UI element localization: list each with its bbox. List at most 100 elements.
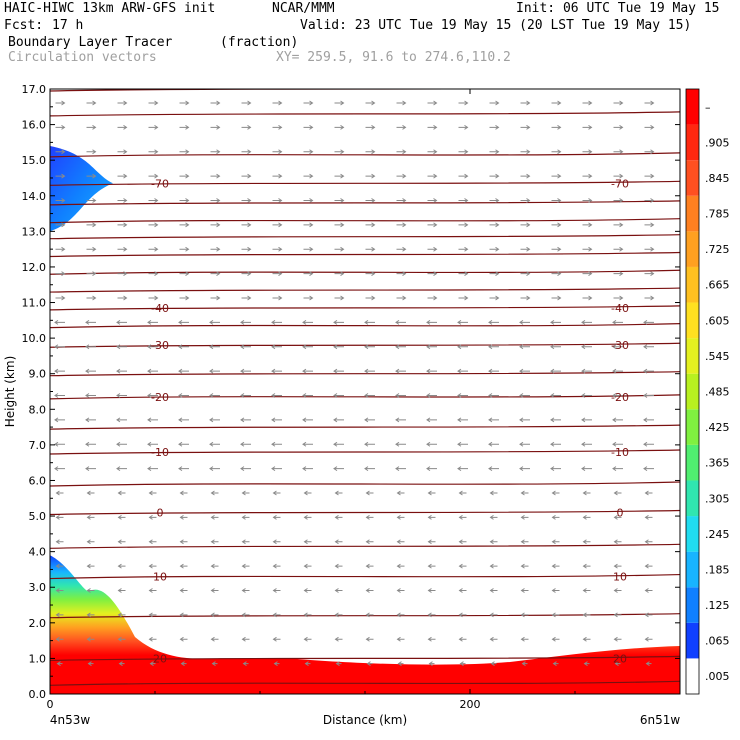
circulation-vector	[241, 246, 252, 252]
y-tick-label: 8.0	[29, 403, 47, 416]
circulation-vector	[458, 539, 467, 545]
circulation-vector	[209, 417, 220, 423]
circulation-vector	[303, 149, 314, 155]
circulation-vector	[334, 636, 343, 642]
circulation-vector	[396, 173, 407, 179]
circulation-vector	[644, 222, 655, 228]
circulation-vector	[489, 514, 498, 520]
circulation-vector	[303, 271, 314, 277]
circulation-vector	[364, 344, 375, 350]
circulation-vector	[117, 198, 128, 203]
circulation-vector	[147, 441, 158, 447]
y-tick-label: 10.0	[22, 332, 47, 345]
circulation-vector	[116, 417, 127, 423]
circulation-vector	[179, 612, 188, 618]
colorbar-label: .545	[705, 350, 730, 363]
y-tick-label: 14.0	[22, 190, 47, 203]
circulation-vector	[210, 198, 221, 203]
circulation-vector	[272, 100, 283, 106]
y-tick-label: 1.0	[29, 652, 47, 665]
circulation-vector	[643, 466, 654, 472]
colorbar-label: .485	[705, 386, 730, 399]
circulation-vector	[582, 490, 591, 496]
circulation-vector	[303, 246, 314, 252]
colorbar-label: .125	[705, 599, 730, 612]
circulation-vector	[179, 490, 188, 496]
fcst-label: Fcst:	[4, 18, 44, 33]
colorbar-label: .005	[705, 670, 730, 683]
circulation-vector	[241, 149, 252, 155]
circulation-vector	[148, 100, 159, 106]
colorbar-label: .305	[705, 492, 730, 505]
circulation-vector	[366, 661, 373, 667]
circulation-vector	[210, 149, 221, 155]
circulation-vector	[241, 490, 250, 496]
contour-label: -20	[151, 391, 169, 404]
circulation-vector	[148, 295, 159, 301]
colorbar-frame	[685, 88, 700, 695]
colorbar-swatch	[686, 444, 699, 481]
circulation-vector	[458, 636, 467, 642]
circulation-vector	[520, 514, 529, 520]
circulation-vector	[489, 198, 500, 203]
circulation-vector	[117, 295, 128, 301]
circulation-vector	[365, 173, 376, 179]
circulation-vector	[241, 295, 252, 301]
circulation-vector	[209, 319, 220, 325]
colorbar-swatch	[686, 160, 699, 196]
circulation-vector	[241, 612, 250, 618]
circulation-vector	[241, 636, 250, 642]
circulation-vector	[210, 588, 219, 593]
circulation-vector	[116, 441, 127, 447]
y-axis-title: Height (km)	[3, 356, 17, 427]
circulation-vector	[334, 222, 345, 228]
circulation-vector	[55, 612, 64, 618]
upper-plume-tracer	[50, 145, 113, 232]
circulation-vector	[56, 661, 63, 667]
circulation-vector	[551, 173, 562, 179]
circulation-vector	[240, 441, 251, 447]
circulation-vector	[395, 368, 406, 374]
circulation-vector	[364, 393, 375, 398]
temperature-contour	[50, 509, 680, 516]
circulation-vector	[582, 124, 593, 130]
circulation-vector	[210, 295, 221, 301]
circulation-vector	[303, 636, 312, 642]
circulation-vector	[519, 417, 530, 423]
temperature-contour	[50, 234, 680, 240]
circulation-vector	[644, 490, 653, 496]
circulation-vector	[613, 490, 622, 496]
circulation-vector	[117, 271, 128, 277]
circulation-vector	[271, 319, 282, 325]
circulation-vector	[582, 563, 591, 569]
circulation-vector	[179, 514, 188, 520]
circulation-vector	[551, 636, 560, 642]
circulation-vector	[365, 100, 376, 106]
circulation-vector	[458, 198, 469, 203]
circulation-vector	[520, 295, 531, 301]
circulation-vector	[551, 295, 562, 301]
circulation-vector	[364, 466, 375, 472]
circulation-vector	[457, 417, 468, 423]
circulation-vector	[334, 271, 345, 277]
circulation-vector	[489, 100, 500, 106]
circulation-vector	[551, 514, 560, 520]
temperature-contour	[50, 613, 680, 619]
temperature-contour	[50, 323, 680, 329]
circulation-vector	[426, 417, 437, 423]
circulation-vector	[117, 149, 128, 155]
circulation-vector	[613, 563, 622, 569]
circulation-vector	[85, 393, 96, 398]
circulation-vector	[86, 271, 97, 277]
circulation-vector	[271, 393, 282, 398]
circulation-vector	[612, 441, 623, 447]
circulation-vector	[85, 368, 96, 374]
circulation-vector	[334, 124, 345, 130]
circulation-vector	[490, 661, 497, 667]
vector-label: Circulation vectors	[8, 50, 157, 65]
circulation-vector	[86, 198, 97, 203]
circulation-vector	[116, 393, 127, 398]
circulation-vector	[613, 173, 624, 179]
circulation-vector	[333, 417, 344, 423]
temperature-contour	[50, 481, 680, 487]
